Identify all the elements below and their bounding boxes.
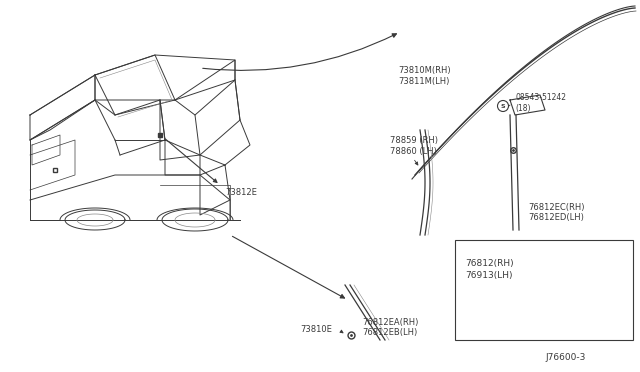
Text: 76812(RH): 76812(RH)	[465, 259, 514, 268]
Text: 73812E: 73812E	[225, 188, 257, 197]
Text: 73810M(RH): 73810M(RH)	[398, 66, 451, 75]
Text: 76812EA(RH): 76812EA(RH)	[362, 318, 419, 327]
Text: 76812EB(LH): 76812EB(LH)	[362, 328, 417, 337]
Bar	[455, 240, 633, 340]
Text: J76600-3: J76600-3	[545, 353, 586, 362]
Text: 08543-51242: 08543-51242	[515, 93, 566, 103]
Text: 73810E: 73810E	[300, 326, 332, 334]
Text: 78859 (RH): 78859 (RH)	[390, 136, 438, 145]
Text: S: S	[500, 103, 506, 109]
Text: 76913(LH): 76913(LH)	[465, 271, 513, 280]
Text: 76812ED(LH): 76812ED(LH)	[528, 213, 584, 222]
Text: 76812EC(RH): 76812EC(RH)	[528, 203, 584, 212]
Text: 73811M(LH): 73811M(LH)	[398, 77, 449, 86]
Text: (18): (18)	[515, 103, 531, 112]
Text: 78860 (LH): 78860 (LH)	[390, 147, 437, 156]
